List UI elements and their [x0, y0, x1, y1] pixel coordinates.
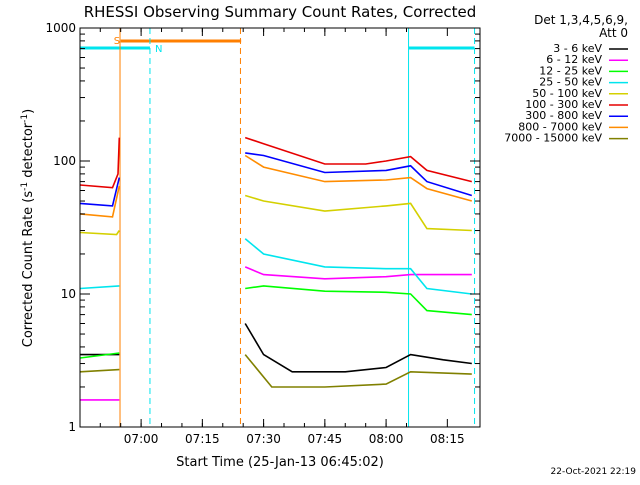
series-line — [244, 154, 473, 202]
y-axis: 1 10 100 1000 — [45, 21, 480, 434]
series-line — [79, 285, 120, 290]
legend-label: 100 - 300 keV — [525, 98, 602, 111]
series-line — [244, 266, 472, 280]
y-axis-label: Corrected Count Rate (s-1 detector-1) — [20, 109, 36, 347]
x-tick-label: 07:00 — [124, 432, 159, 446]
plot-frame — [79, 27, 481, 428]
x-tick-label: 07:30 — [246, 432, 281, 446]
legend-label: 50 - 100 keV — [532, 87, 602, 100]
y-tick-label: 10 — [61, 287, 76, 301]
series-line — [244, 136, 472, 183]
x-axis: 07:00 07:15 07:30 07:45 08:00 08:15 — [99, 28, 465, 446]
legend-label: 25 - 50 keV — [539, 76, 602, 89]
series-line — [79, 230, 120, 236]
legend-label: 7000 - 15000 keV — [504, 132, 602, 145]
timestamp: 22-Oct-2021 22:19 — [551, 467, 637, 477]
y-tick-label: 100 — [53, 154, 76, 168]
series-line — [245, 152, 473, 197]
legend-label: 6 - 12 keV — [546, 53, 602, 66]
saa-label: S — [114, 36, 120, 47]
series-line — [79, 177, 121, 207]
y-axis-label-sup2: -1 — [20, 114, 30, 123]
x-tick-label: 07:15 — [185, 432, 220, 446]
x-tick-label: 08:15 — [430, 432, 465, 446]
series-line — [244, 323, 472, 373]
night-label: N — [155, 44, 162, 55]
legend-header-line1: Det 1,3,4,5,6,9, — [534, 13, 628, 27]
chart-title: RHESSI Observing Summary Count Rates, Co… — [84, 3, 477, 21]
series-line — [244, 194, 472, 232]
legend-label: 12 - 25 keV — [539, 64, 602, 77]
x-tick-label: 08:00 — [369, 432, 404, 446]
y-axis-label-sup1: -1 — [20, 182, 30, 191]
series-line — [79, 185, 121, 218]
series-line — [245, 285, 472, 316]
y-tick-label: 1 — [68, 420, 76, 434]
y-axis-label-main: Corrected Count Rate (s — [21, 191, 36, 348]
x-tick-label: 07:45 — [308, 432, 343, 446]
series-line — [79, 137, 121, 189]
y-axis-label-mid: detector — [21, 122, 36, 182]
legend-label: 300 - 800 keV — [525, 109, 602, 122]
series-line — [244, 238, 472, 295]
y-tick-label: 1000 — [45, 21, 76, 35]
legend-header-line2: Att 0 — [599, 26, 628, 40]
series-line — [244, 354, 472, 388]
series-line — [79, 368, 120, 373]
legend-label: 800 - 7000 keV — [518, 120, 602, 133]
y-axis-label-end: ) — [21, 109, 36, 114]
series-line — [79, 352, 120, 359]
plot-area: SN — [79, 28, 476, 427]
x-axis-label: Start Time (25-Jan-13 06:45:02) — [176, 455, 384, 470]
legend-label: 3 - 6 keV — [553, 42, 602, 55]
